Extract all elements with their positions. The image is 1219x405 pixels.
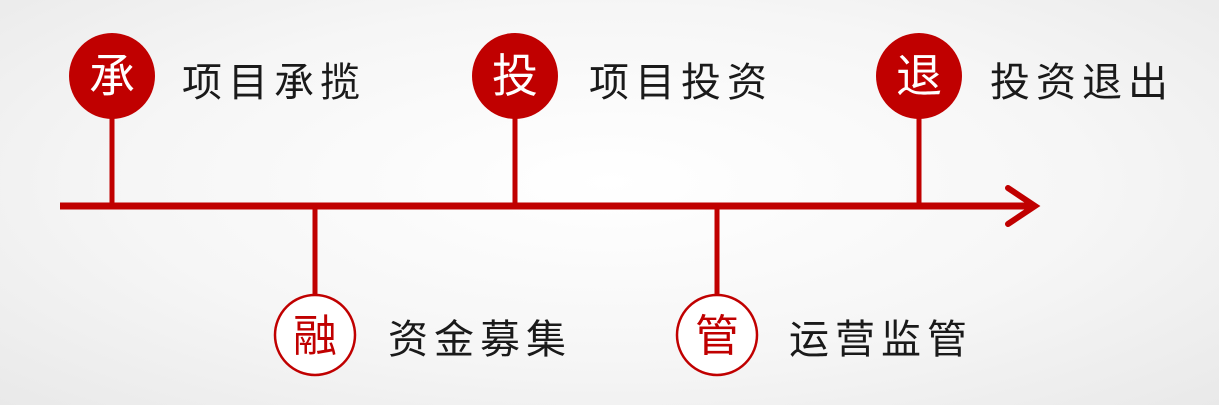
badge-char: 融 <box>293 311 337 362</box>
badge-char: 管 <box>695 311 739 362</box>
badge-circle <box>472 33 558 119</box>
stage-badge-3: 融 <box>273 293 357 377</box>
badge-circle <box>69 33 155 119</box>
stage-label-3: 资金募集 <box>388 317 572 363</box>
stage-label-2: 投资退出 <box>990 60 1174 106</box>
stage-badge-0: 承 <box>69 33 155 119</box>
timeline-arrowhead <box>1005 185 1041 227</box>
stage-label-0: 项目承揽 <box>182 60 366 106</box>
stage-badge-2: 退 <box>876 33 962 119</box>
badge-circle <box>273 293 357 377</box>
stage-label-1: 项目投资 <box>589 60 773 106</box>
stage-badge-4: 管 <box>675 293 759 377</box>
badge-circle <box>876 33 962 119</box>
stage-badge-1: 投 <box>472 33 558 119</box>
badge-circle <box>675 293 759 377</box>
badge-char: 退 <box>896 49 942 103</box>
stage-label-4: 运营监管 <box>789 317 973 363</box>
badge-char: 投 <box>492 49 538 103</box>
badge-char: 承 <box>89 49 135 103</box>
